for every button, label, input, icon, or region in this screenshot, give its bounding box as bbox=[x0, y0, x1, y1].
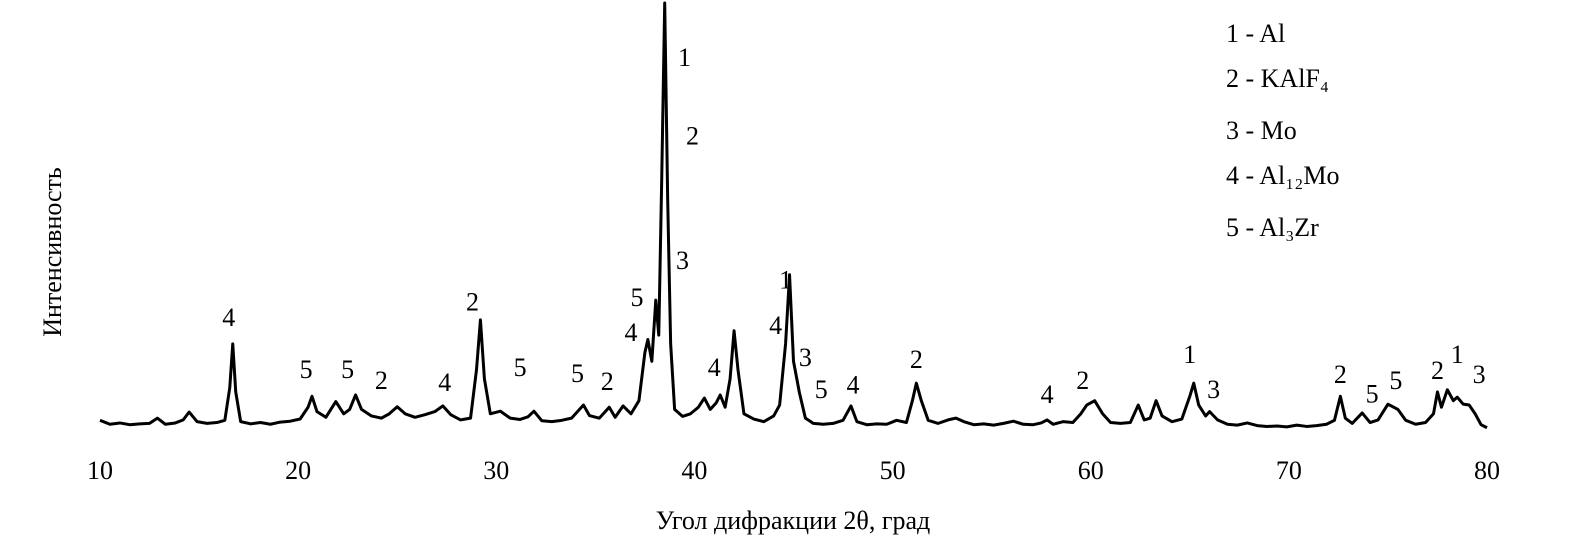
peak-label: 2 bbox=[910, 345, 923, 374]
peak-label: 3 bbox=[799, 343, 812, 372]
peak-label: 2 bbox=[375, 366, 388, 395]
peak-label: 3 bbox=[676, 246, 689, 275]
peak-label: 4 bbox=[438, 368, 451, 397]
x-tick-label: 50 bbox=[880, 456, 906, 485]
x-tick-label: 40 bbox=[681, 456, 707, 485]
peak-label: 5 bbox=[1366, 379, 1379, 408]
peak-label: 4 bbox=[769, 311, 782, 340]
peak-label: 4 bbox=[222, 303, 235, 332]
x-tick-label: 70 bbox=[1276, 456, 1302, 485]
legend-entry: 1 - Al bbox=[1226, 19, 1285, 48]
legend-entry: 5 - Al₃Zr bbox=[1226, 213, 1319, 242]
y-axis-title: Интенсивность bbox=[38, 167, 67, 337]
peak-label: 4 bbox=[1041, 380, 1054, 409]
legend-entry: 4 - Al₁₂Mo bbox=[1226, 161, 1339, 190]
peak-label: 1 bbox=[1451, 340, 1464, 369]
peak-label: 5 bbox=[571, 359, 584, 388]
peak-label: 2 bbox=[1076, 366, 1089, 395]
peak-label: 1 bbox=[1183, 340, 1196, 369]
peak-label: 4 bbox=[625, 318, 638, 347]
peak-label: 5 bbox=[1389, 366, 1402, 395]
x-tick-label: 80 bbox=[1474, 456, 1500, 485]
peak-label: 5 bbox=[630, 283, 643, 312]
x-tick-label: 30 bbox=[483, 456, 509, 485]
legend-entry: 2 - KAlF₄ bbox=[1226, 64, 1329, 93]
x-tick-label: 20 bbox=[285, 456, 311, 485]
peak-label: 5 bbox=[815, 375, 828, 404]
peak-label: 5 bbox=[300, 355, 313, 384]
x-tick-label: 10 bbox=[87, 456, 113, 485]
peak-label: 2 bbox=[601, 367, 614, 396]
peak-label: 2 bbox=[466, 287, 479, 316]
peak-label: 5 bbox=[514, 353, 527, 382]
peak-label: 4 bbox=[708, 353, 721, 382]
peak-label: 2 bbox=[1431, 356, 1444, 385]
peak-label: 3 bbox=[1473, 360, 1486, 389]
x-tick-label: 60 bbox=[1078, 456, 1104, 485]
peak-label: 1 bbox=[779, 266, 792, 295]
peak-label: 3 bbox=[1207, 375, 1220, 404]
data-line bbox=[99, 1, 1488, 430]
legend-entry: 3 - Mo bbox=[1226, 116, 1297, 145]
peak-label: 5 bbox=[341, 355, 354, 384]
peak-label: 2 bbox=[686, 121, 699, 150]
peak-label: 2 bbox=[1334, 360, 1347, 389]
x-axis-title: Угол дифракции 2θ, град bbox=[656, 506, 931, 535]
peak-label: 4 bbox=[846, 371, 859, 400]
peak-label: 1 bbox=[678, 43, 691, 72]
